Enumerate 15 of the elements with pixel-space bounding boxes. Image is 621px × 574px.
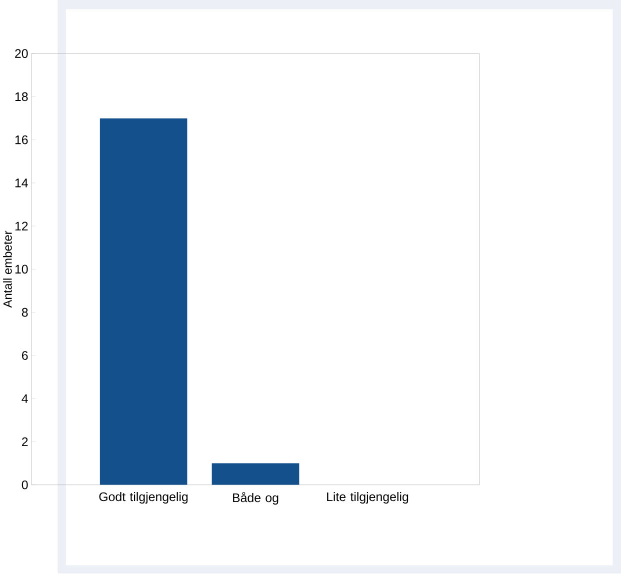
y-tick-label: 12	[15, 222, 28, 231]
y-axis-title: Antall embeter	[3, 231, 12, 308]
y-tick-label: 6	[22, 351, 28, 360]
y-tick-label: 14	[15, 178, 28, 188]
y-tick-label: 2	[22, 438, 28, 446]
x-tick-label: Lite tilgjengelig	[327, 492, 408, 504]
y-tick-label: 8	[22, 308, 28, 317]
y-tick-label: 0	[22, 480, 28, 490]
y-tick-label: 4	[22, 394, 28, 404]
y-tick-label: 16	[15, 136, 28, 144]
x-tick-label: Både og	[233, 492, 278, 505]
y-tick-label: 10	[15, 265, 28, 274]
x-tick-label: Godt tilgjengelig	[99, 492, 188, 504]
y-tick-label: 20	[15, 49, 28, 58]
y-tick-label: 18	[15, 92, 28, 102]
